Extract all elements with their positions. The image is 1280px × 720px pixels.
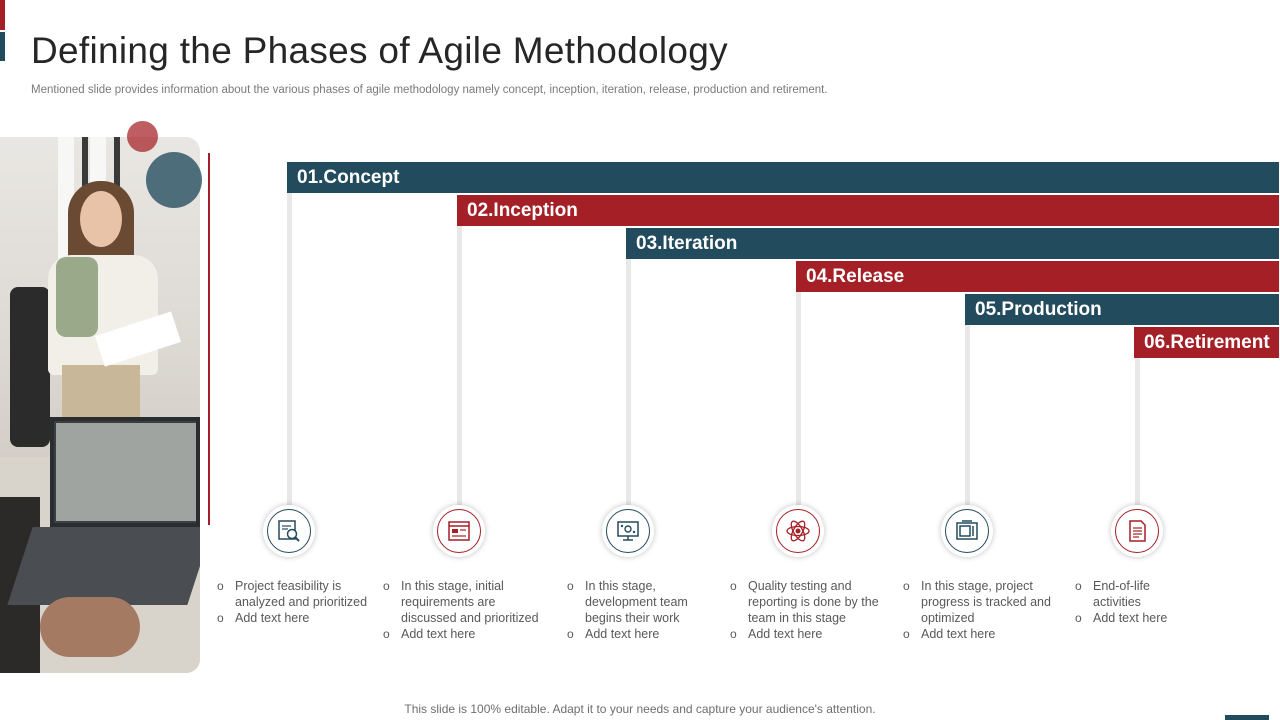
browser-window-icon [448, 521, 470, 541]
phase-bar-retirement: 06.Retirement [1134, 327, 1279, 358]
list-item: Add text here [1075, 610, 1195, 626]
phase-description-iteration: In this stage, development team begins t… [567, 578, 707, 642]
phase-bar-production: 05.Production [965, 294, 1279, 325]
phase-bar-concept: 01.Concept [287, 162, 1279, 193]
list-item: Quality testing and reporting is done by… [730, 578, 882, 626]
list-item: In this stage, development team begins t… [567, 578, 707, 626]
atom-team-icon [786, 520, 810, 542]
list-item: Add text here [903, 626, 1055, 642]
list-item: In this stage, project progress is track… [903, 578, 1055, 626]
list-item: Add text here [730, 626, 882, 642]
phase-bar-iteration: 03.Iteration [626, 228, 1279, 259]
phase-icon-release [772, 505, 824, 557]
list-item: In this stage, initial requirements are … [383, 578, 553, 626]
magnifier-document-icon [278, 520, 300, 542]
phase-icon-concept [263, 505, 315, 557]
microwave-window-icon [956, 520, 978, 540]
accent-bar-red [0, 0, 5, 30]
phase-stem [287, 193, 292, 505]
slide-subtitle: Mentioned slide provides information abo… [31, 84, 828, 96]
phase-icon-retirement [1111, 505, 1163, 557]
list-item: End-of-life activities [1075, 578, 1195, 610]
list-item: Project feasibility is analyzed and prio… [217, 578, 381, 610]
phase-description-retirement: End-of-life activities Add text here [1075, 578, 1195, 626]
slide-title: Defining the Phases of Agile Methodology [31, 30, 728, 71]
phase-stem [626, 259, 631, 505]
phase-description-production: In this stage, project progress is track… [903, 578, 1055, 642]
footer-note: This slide is 100% editable. Adapt it to… [404, 702, 876, 716]
office-photo [0, 137, 200, 673]
list-item: Add text here [567, 626, 707, 642]
phase-stem [796, 292, 801, 505]
corner-accent [1225, 715, 1269, 720]
list-item: Add text here [217, 610, 381, 626]
decor-circle-red [127, 121, 158, 152]
phase-icon-iteration [602, 505, 654, 557]
phase-description-inception: In this stage, initial requirements are … [383, 578, 553, 642]
phase-stem [457, 226, 462, 505]
phase-stem [965, 325, 970, 505]
accent-bar-teal [0, 32, 5, 61]
phase-icon-production [941, 505, 993, 557]
phase-bar-inception: 02.Inception [457, 195, 1279, 226]
list-item: Add text here [383, 626, 553, 642]
monitor-settings-icon [617, 521, 639, 541]
phase-icon-inception [433, 505, 485, 557]
decor-circle-teal [146, 152, 202, 208]
divider-line [208, 153, 210, 525]
phase-bar-release: 04.Release [796, 261, 1279, 292]
phase-description-concept: Project feasibility is analyzed and prio… [217, 578, 381, 626]
document-list-icon [1129, 520, 1146, 542]
phase-stem [1135, 357, 1140, 505]
phase-description-release: Quality testing and reporting is done by… [730, 578, 882, 642]
